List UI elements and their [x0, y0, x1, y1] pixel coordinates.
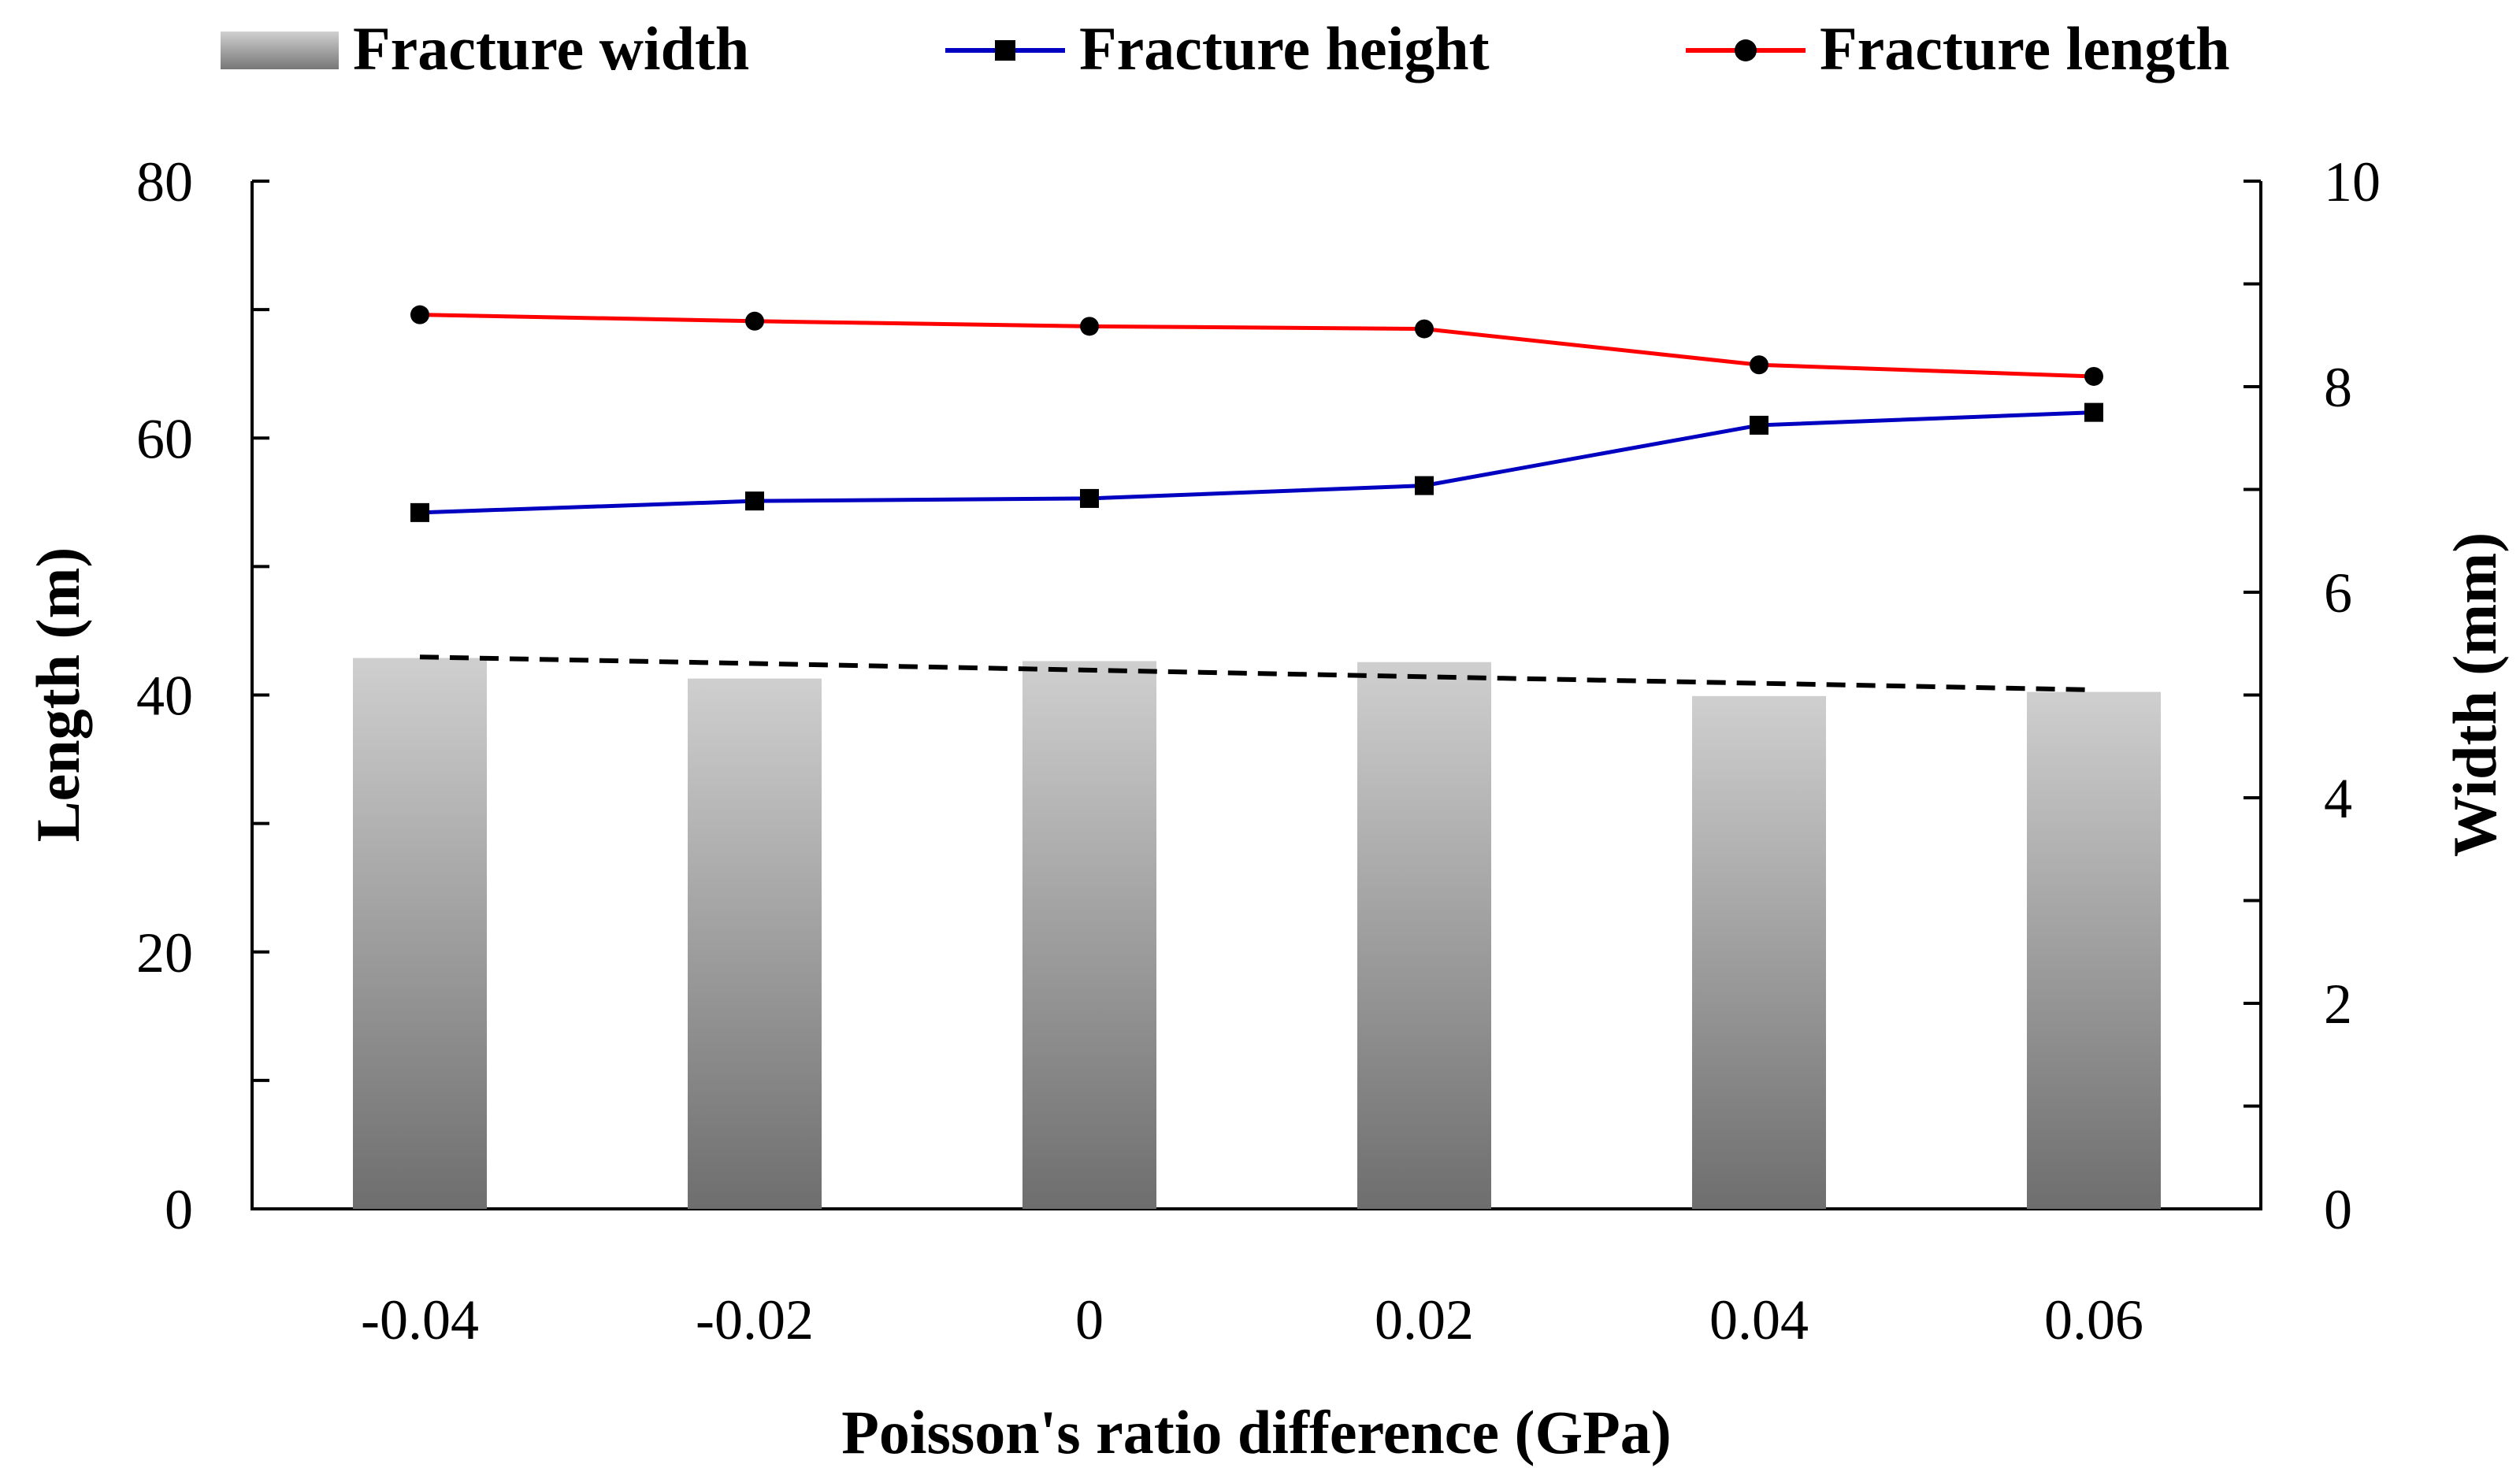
- marker-fracture-height[interactable]: [1415, 476, 1434, 495]
- legend-item-fracture-length[interactable]: Fracture length: [1686, 14, 2230, 83]
- x-tick-labels: -0.04 -0.02 0 0.02 0.04 0.06: [361, 1288, 2143, 1351]
- right-tick-label: 0: [2324, 1178, 2352, 1241]
- right-tick-label: 8: [2324, 356, 2352, 419]
- marker-fracture-height[interactable]: [745, 491, 764, 511]
- marker-fracture-length[interactable]: [1080, 317, 1099, 336]
- legend-marker-fracture-length: [1735, 39, 1757, 61]
- y-axis-title-right: Width (mm): [2440, 532, 2509, 857]
- right-axis-ticks: 0 2 4 6 8 10: [2244, 150, 2381, 1241]
- x-tick-label: 0.04: [1709, 1288, 1809, 1351]
- marker-fracture-height[interactable]: [1080, 488, 1099, 508]
- left-tick-label: 0: [165, 1178, 193, 1241]
- marker-fracture-length[interactable]: [745, 311, 764, 331]
- x-tick-label: 0.02: [1375, 1288, 1474, 1351]
- right-tick-label: 6: [2324, 562, 2352, 625]
- marker-fracture-length[interactable]: [2084, 366, 2103, 386]
- marker-fracture-length[interactable]: [1415, 319, 1434, 339]
- legend-label-fracture-length: Fracture length: [1820, 14, 2230, 83]
- trendline: [419, 654, 2095, 692]
- legend-label-fracture-width: Fracture width: [353, 14, 749, 83]
- marker-fracture-length[interactable]: [1750, 355, 1768, 375]
- left-tick-label: 40: [136, 665, 193, 728]
- bar-fracture-width[interactable]: [1692, 695, 1826, 1209]
- right-tick-label: 2: [2324, 973, 2352, 1036]
- legend-swatch-fracture-width: [221, 32, 339, 69]
- right-tick-label: 10: [2324, 150, 2381, 213]
- bar-fracture-width[interactable]: [2027, 691, 2161, 1209]
- legend: Fracture width Fracture height Fracture …: [221, 14, 2230, 83]
- left-tick-label: 20: [136, 921, 193, 984]
- legend-item-fracture-height[interactable]: Fracture height: [945, 14, 1490, 83]
- right-tick-label: 4: [2324, 767, 2352, 830]
- bar-fracture-width[interactable]: [1357, 662, 1491, 1209]
- bar-fracture-width[interactable]: [1022, 661, 1156, 1209]
- x-tick-label: 0: [1075, 1288, 1104, 1351]
- marker-fracture-height[interactable]: [2084, 402, 2103, 422]
- marker-fracture-height[interactable]: [410, 502, 429, 522]
- bar-fracture-width[interactable]: [688, 678, 822, 1209]
- x-axis-title: Poisson's ratio difference (GPa): [841, 1398, 1672, 1466]
- bars-fracture-width: [353, 658, 2161, 1209]
- line-fracture-length[interactable]: [419, 313, 2095, 379]
- axes: [251, 181, 2262, 1210]
- x-tick-label: -0.02: [696, 1288, 814, 1351]
- left-axis-ticks: 0 20 40 60 80: [136, 150, 269, 1241]
- trendline-fracture-width: [419, 654, 2095, 692]
- legend-label-fracture-height: Fracture height: [1079, 14, 1490, 83]
- marker-fracture-length[interactable]: [410, 305, 429, 324]
- x-tick-label: -0.04: [361, 1288, 479, 1351]
- legend-marker-fracture-height: [995, 40, 1015, 61]
- left-tick-label: 80: [136, 150, 193, 213]
- y-axis-title-left: Length (m): [24, 547, 92, 843]
- legend-item-fracture-width[interactable]: Fracture width: [221, 14, 749, 83]
- bar-fracture-width[interactable]: [353, 658, 487, 1209]
- left-tick-label: 60: [136, 407, 193, 470]
- marker-fracture-height[interactable]: [1750, 415, 1768, 435]
- line-series: [410, 305, 2103, 522]
- line-fracture-height[interactable]: [419, 410, 2095, 515]
- x-tick-label: 0.06: [2044, 1288, 2143, 1351]
